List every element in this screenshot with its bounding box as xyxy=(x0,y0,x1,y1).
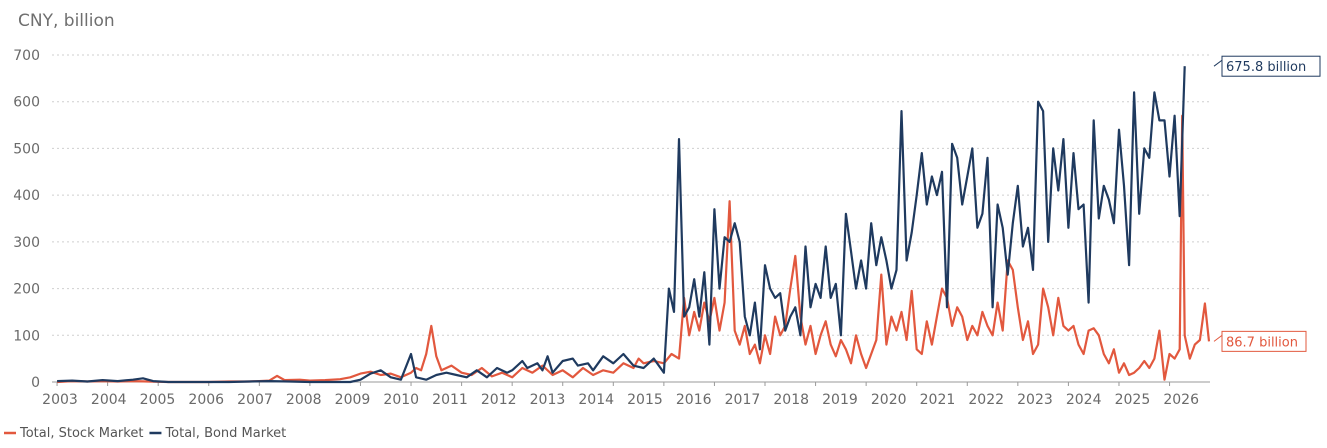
y-tick-label: 600 xyxy=(13,95,40,111)
x-axis-ticks: 2003 2004 2005 2006 2007 2008 2009 2010 2011 2012… xyxy=(42,382,1199,408)
x-tick-label: 2024 xyxy=(1066,392,1102,408)
legend-item-bond-market: Total, Bond Market xyxy=(149,426,286,441)
callout-bond-market: 675.8 billion xyxy=(1213,55,1321,77)
x-tick-label: 2007 xyxy=(237,392,273,408)
x-tick-label: 2023 xyxy=(1017,392,1053,408)
x-tick-label: 2004 xyxy=(91,392,127,408)
callout-pointer xyxy=(1213,59,1223,73)
callout-label: 86.7 billion xyxy=(1226,335,1298,350)
series-line-stock-market xyxy=(57,114,1211,384)
y-tick-label: 700 xyxy=(13,48,40,64)
x-tick-label: 2008 xyxy=(286,392,322,408)
x-tick-label: 2012 xyxy=(481,392,517,408)
y-tick-label: 300 xyxy=(13,235,40,251)
legend-label: Total, Bond Market xyxy=(164,426,286,441)
y-axis-ticks: 0 100 200 300 400 500 600 700 xyxy=(13,48,40,391)
legend: Total, Stock Market Total, Bond Market xyxy=(4,426,286,441)
legend-label: Total, Stock Market xyxy=(19,426,143,441)
series-lines xyxy=(57,66,1211,384)
y-tick-label: 200 xyxy=(13,282,40,298)
y-tick-label: 500 xyxy=(13,141,40,157)
y-tick-label: 400 xyxy=(13,188,40,204)
x-tick-label: 2020 xyxy=(871,392,907,408)
x-tick-label: 2018 xyxy=(773,392,809,408)
callout-pointer xyxy=(1213,334,1223,348)
legend-item-stock-market: Total, Stock Market xyxy=(4,426,143,441)
x-tick-label: 2019 xyxy=(822,392,858,408)
x-tick-label: 2014 xyxy=(578,392,614,408)
series-line-bond-market xyxy=(57,66,1186,384)
x-tick-label: 2026 xyxy=(1163,392,1199,408)
x-tick-label: 2006 xyxy=(188,392,224,408)
x-tick-label: 2015 xyxy=(627,392,663,408)
callout-stock-market: 86.7 billion xyxy=(1213,330,1307,352)
y-tick-label: 100 xyxy=(13,328,40,344)
x-tick-label: 2009 xyxy=(335,392,371,408)
x-tick-label: 2013 xyxy=(530,392,566,408)
callout-box xyxy=(1221,330,1307,352)
x-tick-label: 2017 xyxy=(725,392,761,408)
value-callouts: 86.7 billion 675.8 billion xyxy=(1213,55,1321,352)
callout-label: 675.8 billion xyxy=(1226,60,1306,75)
x-tick-label: 2016 xyxy=(676,392,712,408)
callout-box xyxy=(1221,55,1321,77)
x-tick-label: 2003 xyxy=(42,392,78,408)
x-tick-label: 2021 xyxy=(920,392,956,408)
x-tick-label: 2011 xyxy=(432,392,468,408)
unit-label: CNY, billion xyxy=(18,11,115,31)
y-tick-label: 0 xyxy=(31,375,40,391)
x-tick-label: 2022 xyxy=(968,392,1004,408)
x-tick-label: 2025 xyxy=(1115,392,1151,408)
x-tick-label: 2010 xyxy=(383,392,419,408)
x-tick-label: 2005 xyxy=(140,392,176,408)
